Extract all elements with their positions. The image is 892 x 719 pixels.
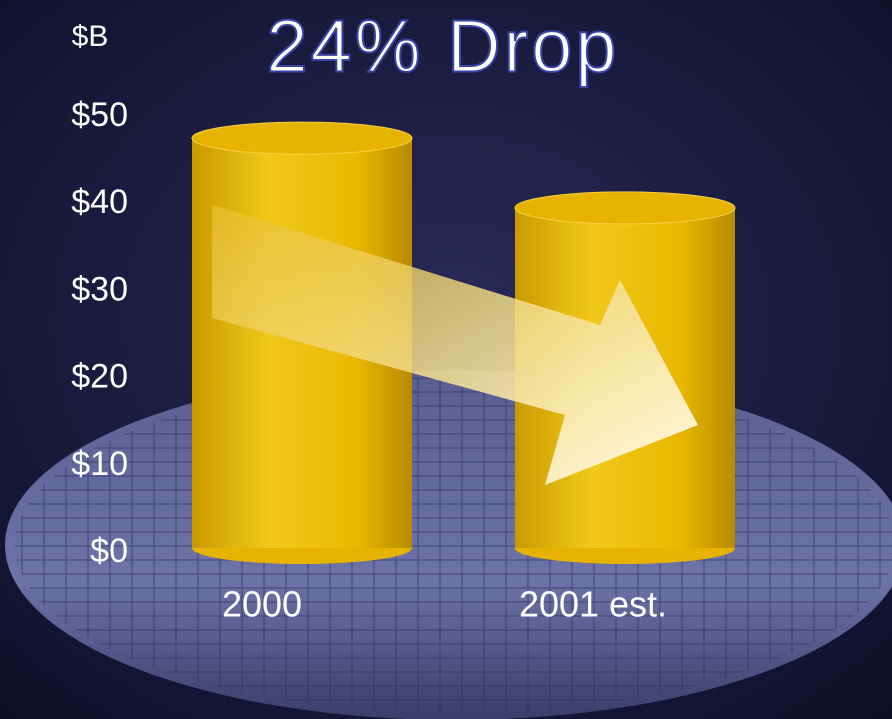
- x-tick-label: 2000: [222, 584, 302, 625]
- x-tick-label: 2001 est.: [519, 584, 667, 625]
- y-tick-label: $0: [90, 532, 128, 570]
- wafer-dies: [15, 377, 892, 713]
- y-axis-unit: $B: [72, 20, 109, 53]
- y-tick-label: $10: [71, 445, 128, 483]
- y-tick-label: $50: [71, 96, 128, 134]
- y-tick-label: $40: [71, 183, 128, 221]
- bars: [191, 121, 736, 564]
- drop-arrow: [212, 205, 698, 485]
- y-tick-label: $20: [71, 358, 128, 396]
- bar-top: [514, 191, 736, 225]
- bar-top: [191, 121, 413, 155]
- y-tick-label: $30: [71, 270, 128, 308]
- chart-title: 24% Drop: [266, 5, 619, 88]
